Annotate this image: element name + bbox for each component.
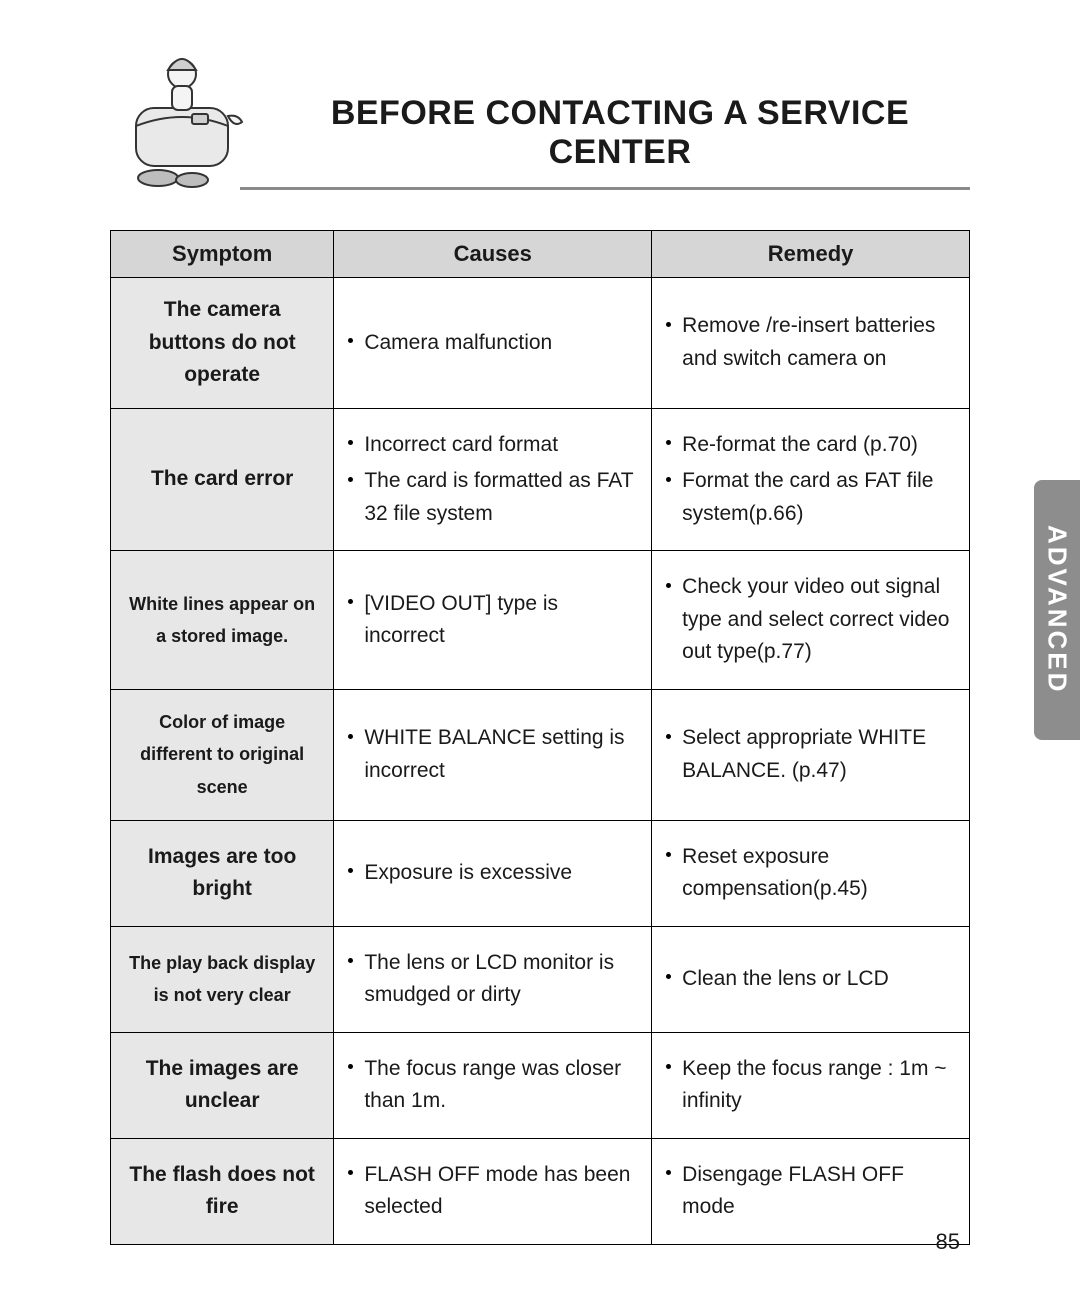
- table-row: The images are unclear The focus range wa…: [111, 1032, 970, 1138]
- col-header-remedy: Remedy: [652, 231, 970, 278]
- symptom-text: Images are too bright: [148, 845, 296, 901]
- page-number: 85: [936, 1229, 960, 1255]
- remedy-cell: Disengage FLASH OFF mode: [652, 1138, 970, 1244]
- remedy-item: Format the card as FAT file system(p.66): [666, 465, 955, 530]
- remedy-item: Remove /re-insert batteries and switch c…: [666, 310, 955, 375]
- col-header-symptom: Symptom: [111, 231, 334, 278]
- symptom-cell: White lines appear on a stored image.: [111, 551, 334, 690]
- remedy-item: Keep the focus range : 1m ~ infinity: [666, 1053, 955, 1118]
- remedy-cell: Remove /re-insert batteries and switch c…: [652, 278, 970, 409]
- symptom-cell: The play back display is not very clear: [111, 926, 334, 1032]
- section-tab-label: ADVANCED: [1042, 525, 1073, 694]
- cause-item: [VIDEO OUT] type is incorrect: [348, 588, 637, 653]
- cause-item: The lens or LCD monitor is smudged or di…: [348, 947, 637, 1012]
- cause-item: Exposure is excessive: [348, 857, 637, 890]
- symptom-cell: The images are unclear: [111, 1032, 334, 1138]
- cause-item: The focus range was closer than 1m.: [348, 1053, 637, 1118]
- remedy-item: Reset exposure compensation(p.45): [666, 841, 955, 906]
- table-row: The card error Incorrect card formatThe c…: [111, 408, 970, 551]
- remedy-item: Check your video out signal type and sel…: [666, 571, 955, 669]
- table-row: The flash does not fire FLASH OFF mode ha…: [111, 1138, 970, 1244]
- symptom-text: The images are unclear: [146, 1057, 299, 1113]
- causes-cell: Exposure is excessive: [334, 820, 652, 926]
- table-row: Images are too bright Exposure is excessi…: [111, 820, 970, 926]
- cause-item: WHITE BALANCE setting is incorrect: [348, 722, 637, 787]
- cause-item: FLASH OFF mode has been selected: [348, 1159, 637, 1224]
- causes-cell: WHITE BALANCE setting is incorrect: [334, 689, 652, 820]
- remedy-cell: Select appropriate WHITE BALANCE. (p.47): [652, 689, 970, 820]
- col-header-causes: Causes: [334, 231, 652, 278]
- symptom-cell: The camera buttons do not operate: [111, 278, 334, 409]
- remedy-cell: Check your video out signal type and sel…: [652, 551, 970, 690]
- symptom-text: White lines appear on a stored image.: [129, 594, 315, 647]
- troubleshooting-table: Symptom Causes Remedy The camera buttons…: [110, 230, 970, 1245]
- header-rule: [240, 187, 970, 190]
- table-row: Color of image different to original sce…: [111, 689, 970, 820]
- remedy-item: Re-format the card (p.70): [666, 429, 955, 462]
- causes-cell: FLASH OFF mode has been selected: [334, 1138, 652, 1244]
- table-row: The camera buttons do not operate Camera …: [111, 278, 970, 409]
- symptom-cell: Images are too bright: [111, 820, 334, 926]
- remedy-cell: Re-format the card (p.70)Format the card…: [652, 408, 970, 551]
- causes-cell: Incorrect card formatThe card is formatt…: [334, 408, 652, 551]
- symptom-text: The camera buttons do not operate: [149, 298, 296, 386]
- remedy-cell: Keep the focus range : 1m ~ infinity: [652, 1032, 970, 1138]
- causes-cell: Camera malfunction: [334, 278, 652, 409]
- symptom-cell: The card error: [111, 408, 334, 551]
- cause-item: Incorrect card format: [348, 429, 637, 462]
- remedy-item: Disengage FLASH OFF mode: [666, 1159, 955, 1224]
- remedy-item: Clean the lens or LCD: [666, 963, 955, 996]
- section-tab-advanced: ADVANCED: [1034, 480, 1080, 740]
- manual-page: BEFORE CONTACTING A SERVICE CENTER Sympt…: [0, 0, 1080, 1295]
- symptom-text: Color of image different to original sce…: [140, 712, 304, 797]
- causes-cell: The focus range was closer than 1m.: [334, 1032, 652, 1138]
- symptom-text: The card error: [151, 467, 293, 490]
- symptom-text: The play back display is not very clear: [129, 953, 315, 1006]
- table-row: The play back display is not very clear T…: [111, 926, 970, 1032]
- symptom-cell: Color of image different to original sce…: [111, 689, 334, 820]
- symptom-text: The flash does not fire: [129, 1163, 315, 1219]
- cause-item: The card is formatted as FAT 32 file sys…: [348, 465, 637, 530]
- remedy-item: Select appropriate WHITE BALANCE. (p.47): [666, 722, 955, 787]
- symptom-cell: The flash does not fire: [111, 1138, 334, 1244]
- page-title: BEFORE CONTACTING A SERVICE CENTER: [270, 94, 970, 172]
- page-header: BEFORE CONTACTING A SERVICE CENTER: [110, 30, 970, 190]
- causes-cell: [VIDEO OUT] type is incorrect: [334, 551, 652, 690]
- cause-item: Camera malfunction: [348, 327, 637, 360]
- remedy-cell: Clean the lens or LCD: [652, 926, 970, 1032]
- mascot-icon: [110, 30, 270, 190]
- table-row: White lines appear on a stored image. [VI…: [111, 551, 970, 690]
- table-header-row: Symptom Causes Remedy: [111, 231, 970, 278]
- causes-cell: The lens or LCD monitor is smudged or di…: [334, 926, 652, 1032]
- remedy-cell: Reset exposure compensation(p.45): [652, 820, 970, 926]
